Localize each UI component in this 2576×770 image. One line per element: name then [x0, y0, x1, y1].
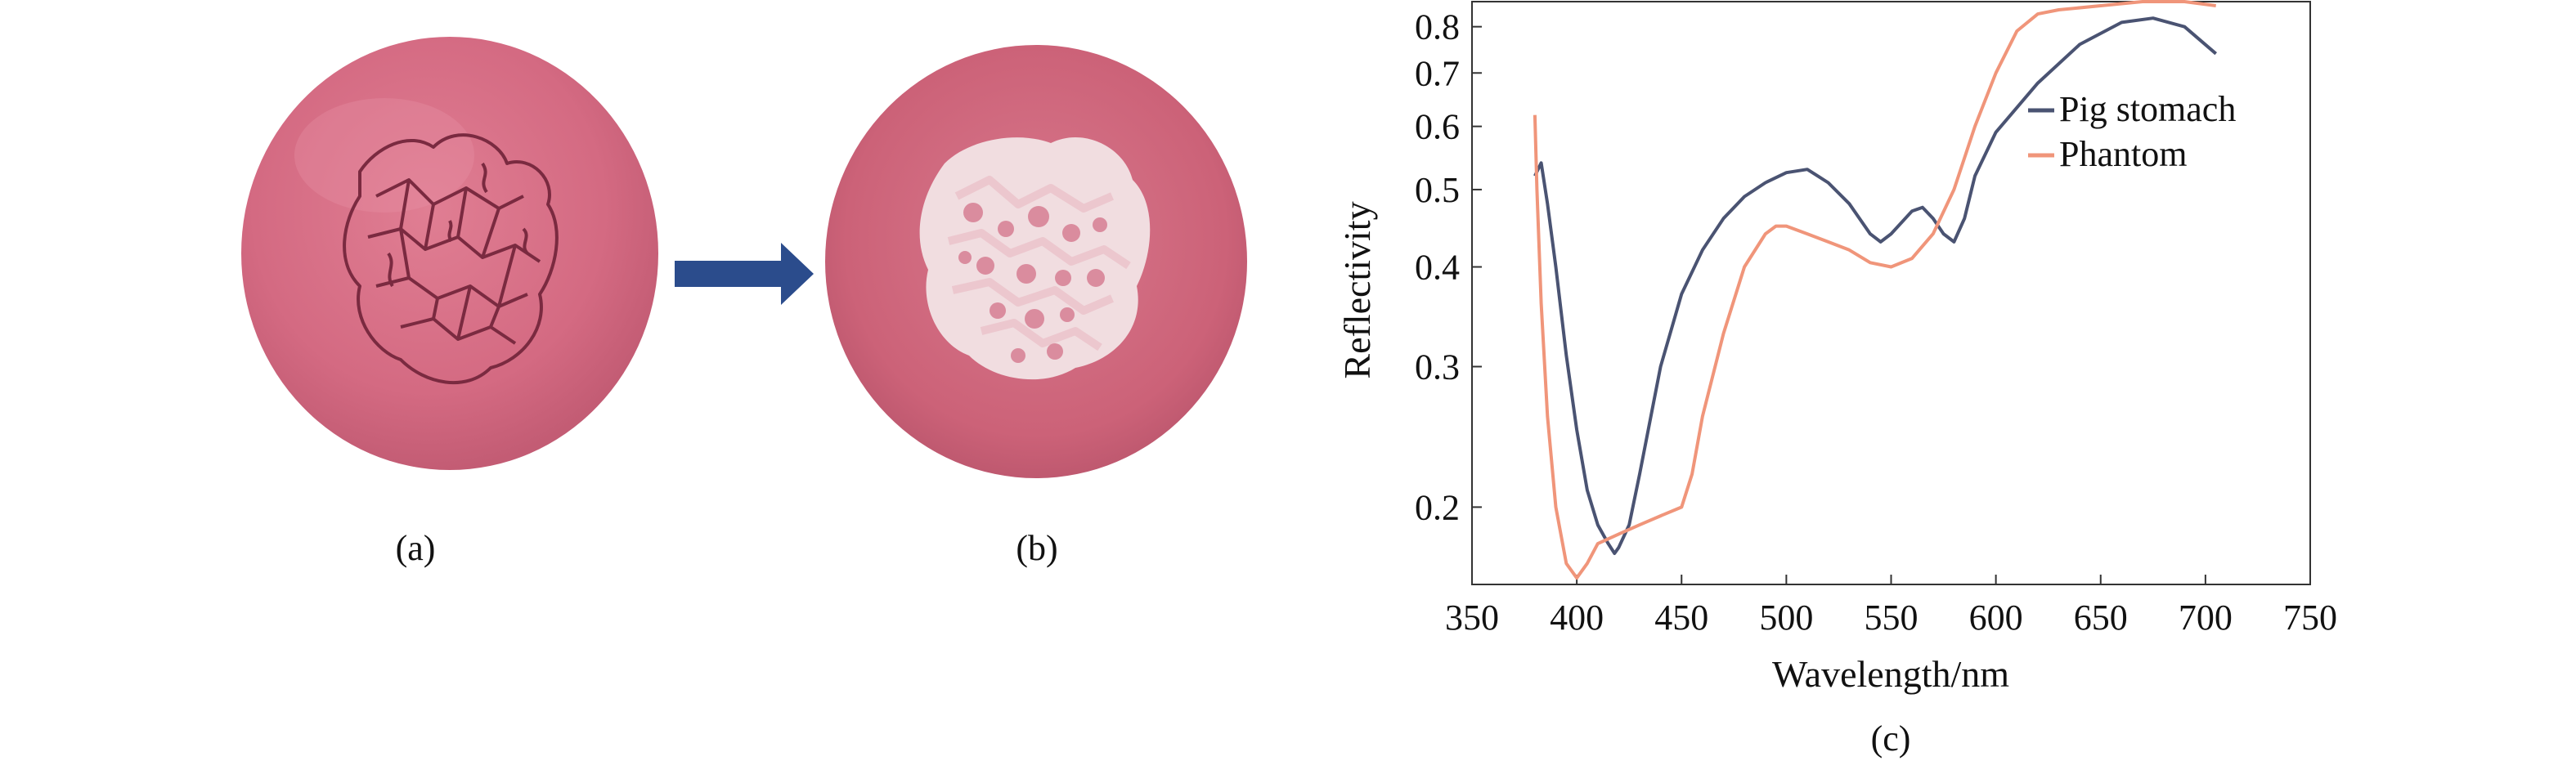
phantom-disk-a: [241, 37, 658, 470]
x-tick-label: 400: [1550, 598, 1604, 638]
x-tick-label: 600: [1969, 598, 2023, 638]
vessel-pattern-a: [343, 133, 559, 385]
x-tick-label: 350: [1445, 598, 1499, 638]
y-tick-label: 0.7: [1415, 53, 1460, 93]
legend-label-pig-stomach: Pig stomach: [2059, 89, 2236, 129]
panel-label-b: (b): [1016, 528, 1058, 568]
x-tick-label: 750: [2283, 598, 2337, 638]
legend: Pig stomach Phantom: [2028, 89, 2236, 174]
x-tick-label: 700: [2179, 598, 2233, 638]
series-lines: [1533, 0, 2218, 580]
panel-label-a: (a): [395, 528, 436, 568]
white-filled-region: [919, 137, 1151, 380]
x-tick-label: 500: [1759, 598, 1813, 638]
y-tick-label: 0.3: [1415, 347, 1460, 387]
process-arrow: [675, 243, 814, 305]
y-axis: 0.2 0.3 0.4 0.5 0.6 0.7 0.8: [1415, 7, 1482, 527]
reflectivity-chart: 350 400 450 500 550 600 650 700 750 0.2 0.3 0.4 0.5…: [1336, 0, 2337, 759]
x-axis-label: Wavelength/nm: [1772, 653, 2009, 695]
series-line-pig-stomach: [1533, 16, 2218, 555]
legend-label-phantom: Phantom: [2059, 134, 2187, 174]
y-tick-label: 0.8: [1415, 7, 1460, 47]
y-tick-label: 0.4: [1415, 248, 1460, 288]
x-tick-label: 650: [2074, 598, 2128, 638]
x-tick-label: 550: [1865, 598, 1919, 638]
vessel-pattern-b: [947, 176, 1131, 351]
y-axis-label: Reflectivity: [1336, 201, 1378, 378]
y-tick-label: 0.5: [1415, 170, 1460, 210]
photo-a-phantom-channels: [241, 37, 658, 470]
x-tick-label: 450: [1654, 598, 1708, 638]
photo-b-filled-channels: [825, 45, 1247, 478]
panel-label-c: (c): [1871, 719, 1911, 759]
y-tick-label: 0.6: [1415, 107, 1460, 147]
series-line-phantom: [1533, 0, 2216, 580]
y-tick-label: 0.2: [1415, 487, 1460, 527]
